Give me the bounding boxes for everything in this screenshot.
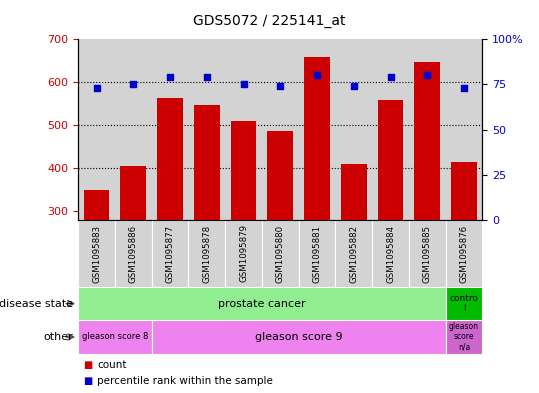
Text: GSM1095882: GSM1095882: [349, 224, 358, 283]
Point: [423, 72, 432, 79]
Bar: [194, 105, 220, 341]
Text: GSM1095877: GSM1095877: [165, 224, 175, 283]
Text: disease state: disease state: [0, 299, 73, 309]
Point: [203, 74, 211, 81]
Bar: [378, 99, 403, 341]
Text: GSM1095880: GSM1095880: [276, 224, 285, 283]
Bar: [231, 121, 257, 341]
Text: GSM1095876: GSM1095876: [460, 224, 468, 283]
Point: [386, 74, 395, 81]
Text: prostate cancer: prostate cancer: [218, 299, 306, 309]
Point: [313, 72, 321, 79]
FancyBboxPatch shape: [409, 220, 446, 287]
FancyBboxPatch shape: [299, 220, 335, 287]
Text: GSM1095885: GSM1095885: [423, 224, 432, 283]
FancyBboxPatch shape: [446, 220, 482, 287]
FancyBboxPatch shape: [115, 220, 151, 287]
Text: GSM1095878: GSM1095878: [202, 224, 211, 283]
Bar: [414, 62, 440, 341]
Point: [129, 81, 137, 88]
Bar: [267, 131, 293, 341]
Text: contro
l: contro l: [450, 294, 479, 313]
Point: [349, 83, 358, 90]
Text: GSM1095886: GSM1095886: [129, 224, 138, 283]
Text: count: count: [97, 360, 127, 370]
FancyBboxPatch shape: [225, 220, 262, 287]
Point: [165, 74, 174, 81]
Bar: [304, 57, 330, 341]
Text: ■: ■: [84, 360, 93, 370]
Point: [92, 85, 101, 91]
Point: [239, 81, 248, 88]
Text: percentile rank within the sample: percentile rank within the sample: [97, 376, 273, 386]
Point: [460, 85, 468, 91]
Text: other: other: [43, 332, 73, 342]
Bar: [84, 190, 109, 341]
FancyBboxPatch shape: [446, 320, 482, 354]
FancyBboxPatch shape: [151, 220, 189, 287]
Bar: [157, 98, 183, 341]
FancyBboxPatch shape: [335, 220, 372, 287]
Text: GSM1095879: GSM1095879: [239, 224, 248, 283]
FancyBboxPatch shape: [78, 287, 446, 320]
FancyBboxPatch shape: [372, 220, 409, 287]
FancyBboxPatch shape: [262, 220, 299, 287]
Text: GSM1095884: GSM1095884: [386, 224, 395, 283]
Text: gleason
score
n/a: gleason score n/a: [449, 322, 479, 352]
Text: ■: ■: [84, 376, 93, 386]
Bar: [120, 166, 146, 341]
Text: GSM1095881: GSM1095881: [313, 224, 322, 283]
FancyBboxPatch shape: [151, 320, 446, 354]
Text: GSM1095883: GSM1095883: [92, 224, 101, 283]
Text: gleason score 9: gleason score 9: [255, 332, 342, 342]
Text: gleason score 8: gleason score 8: [82, 332, 148, 342]
FancyBboxPatch shape: [446, 287, 482, 320]
Point: [276, 83, 285, 90]
FancyBboxPatch shape: [189, 220, 225, 287]
Text: GDS5072 / 225141_at: GDS5072 / 225141_at: [194, 14, 345, 28]
FancyBboxPatch shape: [78, 320, 151, 354]
Bar: [451, 162, 477, 341]
FancyBboxPatch shape: [78, 220, 115, 287]
Bar: [341, 164, 367, 341]
